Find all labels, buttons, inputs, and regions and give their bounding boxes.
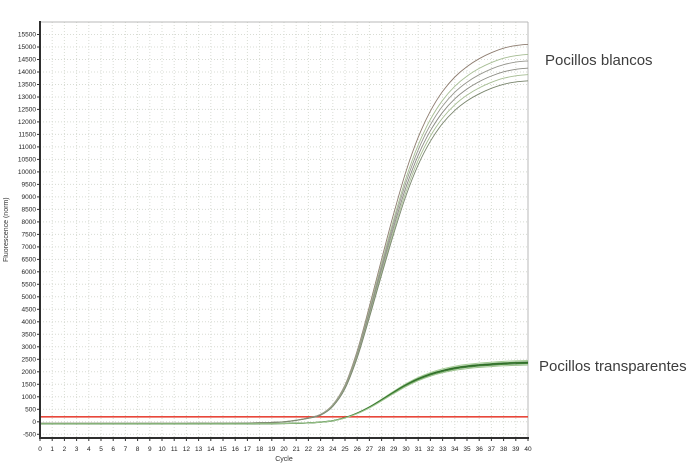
svg-text:7000: 7000 [22,244,37,251]
svg-text:35: 35 [463,446,471,453]
svg-text:13: 13 [195,446,203,453]
label-pocillos-transparentes: Pocillos transparentes [539,358,687,375]
svg-text:24: 24 [329,446,337,453]
svg-text:14500: 14500 [18,57,36,64]
svg-text:40: 40 [524,446,532,453]
svg-text:10500: 10500 [18,157,36,164]
svg-text:30: 30 [402,446,410,453]
svg-text:11: 11 [171,446,178,453]
svg-text:3500: 3500 [22,332,37,339]
svg-text:38: 38 [500,446,508,453]
svg-text:9500: 9500 [22,182,37,189]
svg-text:27: 27 [366,446,374,453]
svg-text:10: 10 [158,446,166,453]
svg-text:36: 36 [476,446,484,453]
svg-text:1: 1 [50,446,54,453]
svg-text:5500: 5500 [22,282,37,289]
svg-text:5000: 5000 [22,294,37,301]
svg-text:6000: 6000 [22,269,37,276]
svg-text:3000: 3000 [22,344,37,351]
svg-text:11000: 11000 [18,144,36,151]
svg-text:15: 15 [219,446,227,453]
svg-text:2: 2 [63,446,67,453]
svg-text:9000: 9000 [22,194,37,201]
svg-text:22: 22 [305,446,313,453]
svg-text:2500: 2500 [22,357,37,364]
svg-text:13500: 13500 [18,82,36,89]
svg-text:29: 29 [390,446,398,453]
svg-text:11500: 11500 [18,132,36,139]
svg-text:32: 32 [427,446,435,453]
svg-text:21: 21 [293,446,301,453]
svg-text:13000: 13000 [18,94,36,101]
svg-text:7500: 7500 [22,232,37,239]
svg-text:15500: 15500 [18,32,36,39]
svg-text:12500: 12500 [18,107,36,114]
svg-text:12000: 12000 [18,119,36,126]
svg-text:6500: 6500 [22,257,37,264]
svg-text:17: 17 [244,446,252,453]
svg-text:28: 28 [378,446,386,453]
svg-text:500: 500 [25,407,36,414]
svg-text:16: 16 [232,446,240,453]
svg-text:37: 37 [488,446,496,453]
svg-text:1000: 1000 [22,394,37,401]
svg-text:12: 12 [183,446,191,453]
svg-text:19: 19 [268,446,276,453]
svg-text:31: 31 [415,446,423,453]
svg-text:3: 3 [75,446,79,453]
svg-text:1500: 1500 [22,382,37,389]
svg-text:0: 0 [38,446,42,453]
svg-text:39: 39 [512,446,520,453]
svg-text:9: 9 [148,446,152,453]
svg-text:18: 18 [256,446,264,453]
svg-text:4500: 4500 [22,307,37,314]
svg-text:10000: 10000 [18,169,36,176]
svg-text:14: 14 [207,446,215,453]
svg-text:23: 23 [317,446,325,453]
svg-text:2000: 2000 [22,369,37,376]
svg-text:8500: 8500 [22,207,37,214]
svg-text:6: 6 [111,446,115,453]
svg-text:26: 26 [354,446,362,453]
svg-text:33: 33 [439,446,447,453]
svg-text:15000: 15000 [18,44,36,51]
svg-text:8000: 8000 [22,219,37,226]
x-axis-title: Cycle [275,456,293,463]
svg-text:34: 34 [451,446,459,453]
svg-text:20: 20 [280,446,288,453]
svg-text:8: 8 [136,446,140,453]
y-axis-title: Fluorescence (norm) [3,197,10,263]
svg-text:4: 4 [87,446,91,453]
svg-text:14000: 14000 [18,69,36,76]
label-pocillos-blancos: Pocillos blancos [545,52,653,69]
svg-text:4000: 4000 [22,319,37,326]
svg-text:25: 25 [341,446,349,453]
svg-text:5: 5 [99,446,103,453]
svg-text:0: 0 [32,419,36,426]
svg-text:-500: -500 [23,432,36,439]
svg-text:7: 7 [124,446,128,453]
